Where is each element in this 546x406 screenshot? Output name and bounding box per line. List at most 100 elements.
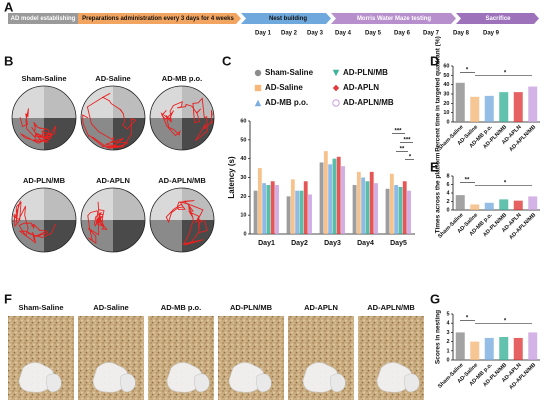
bar	[513, 92, 523, 122]
x-tick-label: AD-APLN/MB	[508, 362, 537, 391]
bar	[394, 185, 399, 234]
significance-label: ***	[403, 138, 411, 144]
significance-label: *	[466, 68, 469, 74]
nest-material	[194, 373, 210, 393]
quadrant	[81, 220, 113, 252]
stage-arrow	[241, 13, 331, 24]
group-label: AD-MB p.o.	[161, 303, 201, 312]
swim-path	[160, 97, 213, 141]
bar	[365, 181, 370, 234]
y-tick-label: 60	[443, 63, 449, 69]
significance-label: **	[465, 178, 470, 184]
group-label: AD-APLN	[96, 176, 130, 185]
quadrant	[113, 118, 145, 150]
legend-label: AD-MB p.o.	[265, 98, 308, 107]
y-tick-label: 40	[443, 82, 449, 88]
bar	[455, 195, 465, 210]
day-label: Day 3	[307, 31, 324, 37]
day-label: Day 1	[255, 31, 272, 37]
bar	[470, 96, 480, 122]
maze-border	[11, 187, 77, 253]
bar	[484, 95, 494, 122]
legend-label: AD-Saline	[265, 83, 303, 92]
panel-letter: D	[430, 53, 439, 68]
y-tick-label: 20	[240, 194, 246, 200]
bar	[528, 196, 538, 210]
x-tick-label: AD-APLN/MB	[508, 212, 537, 241]
quadrant	[113, 220, 145, 252]
group-label: AD-APLN/MB	[158, 176, 206, 185]
significance-label: *	[504, 181, 507, 187]
y-tick-label: 30	[443, 91, 449, 97]
bar	[374, 183, 378, 234]
bar	[528, 86, 538, 122]
group-label: AD-APLN	[304, 303, 338, 312]
maze	[150, 188, 214, 252]
panel-letter: G	[430, 291, 440, 306]
bar	[290, 179, 295, 234]
day-label: Day 6	[394, 31, 411, 37]
day-label: Day 2	[281, 31, 298, 37]
bar	[513, 200, 523, 210]
bar	[499, 337, 509, 360]
group-label: AD-MB p.o.	[162, 74, 202, 83]
bar	[499, 199, 509, 210]
y-tick-label: 5	[446, 311, 449, 317]
y-axis-label: Times across the platform	[435, 152, 442, 233]
stage-label: Morris Water Maze testing	[357, 16, 431, 22]
quadrant	[44, 220, 76, 252]
legend-label: AD-APLN	[343, 83, 379, 92]
x-tick-label: Day3	[324, 240, 341, 247]
nest-material	[404, 373, 420, 393]
bar	[262, 183, 267, 234]
nest-material	[46, 373, 62, 393]
significance-label: *	[409, 155, 412, 161]
y-tick-label: 6	[446, 182, 449, 188]
y-tick-label: 0	[446, 357, 449, 363]
stage-label: Preparations administration every 3 days…	[82, 16, 234, 22]
bar	[319, 162, 324, 234]
y-axis-label: Latency (s)	[227, 156, 236, 199]
significance-label: *	[504, 71, 507, 77]
quadrant	[44, 188, 76, 220]
day-label: Day 4	[335, 31, 352, 37]
day-label: Day 5	[365, 31, 382, 37]
significance-label: *	[504, 319, 507, 325]
stage-label: AD model establishing	[11, 16, 76, 22]
stage-label: Sacrifice	[485, 16, 511, 22]
stage-arrow	[331, 13, 456, 24]
quadrant	[182, 86, 214, 118]
x-tick-label: Day1	[258, 240, 275, 247]
y-tick-label: 60	[240, 118, 246, 124]
panel-letter: B	[4, 53, 13, 68]
bar	[257, 168, 262, 234]
nest-material	[256, 373, 272, 393]
bar	[323, 151, 328, 234]
bar	[275, 185, 279, 234]
bar	[361, 177, 366, 234]
quadrant	[12, 118, 44, 150]
y-tick-label: 2	[446, 199, 449, 205]
group-label: AD-Saline	[95, 74, 130, 83]
bar	[308, 194, 312, 234]
legend-marker	[254, 69, 262, 77]
legend-label: AD-PLN/MB	[343, 68, 388, 77]
y-tick-label: 4	[446, 321, 450, 327]
bar	[513, 337, 523, 360]
bar	[369, 171, 374, 234]
legend-label: Sham-Saline	[265, 68, 314, 77]
bar	[470, 341, 480, 360]
panel-letter: A	[4, 0, 14, 14]
swim-path	[87, 201, 108, 244]
legend-marker	[332, 99, 340, 107]
bar	[484, 337, 494, 360]
bar	[270, 181, 275, 234]
legend-marker	[332, 84, 340, 92]
stage-box	[8, 13, 78, 24]
nest-material	[330, 373, 346, 393]
y-axis-label: Scores in nesting	[435, 310, 442, 364]
legend-label: AD-APLN/MB	[343, 98, 394, 107]
quadrant	[150, 220, 182, 252]
stage-label: Nest building	[269, 16, 307, 22]
y-tick-label: 2	[446, 339, 449, 345]
